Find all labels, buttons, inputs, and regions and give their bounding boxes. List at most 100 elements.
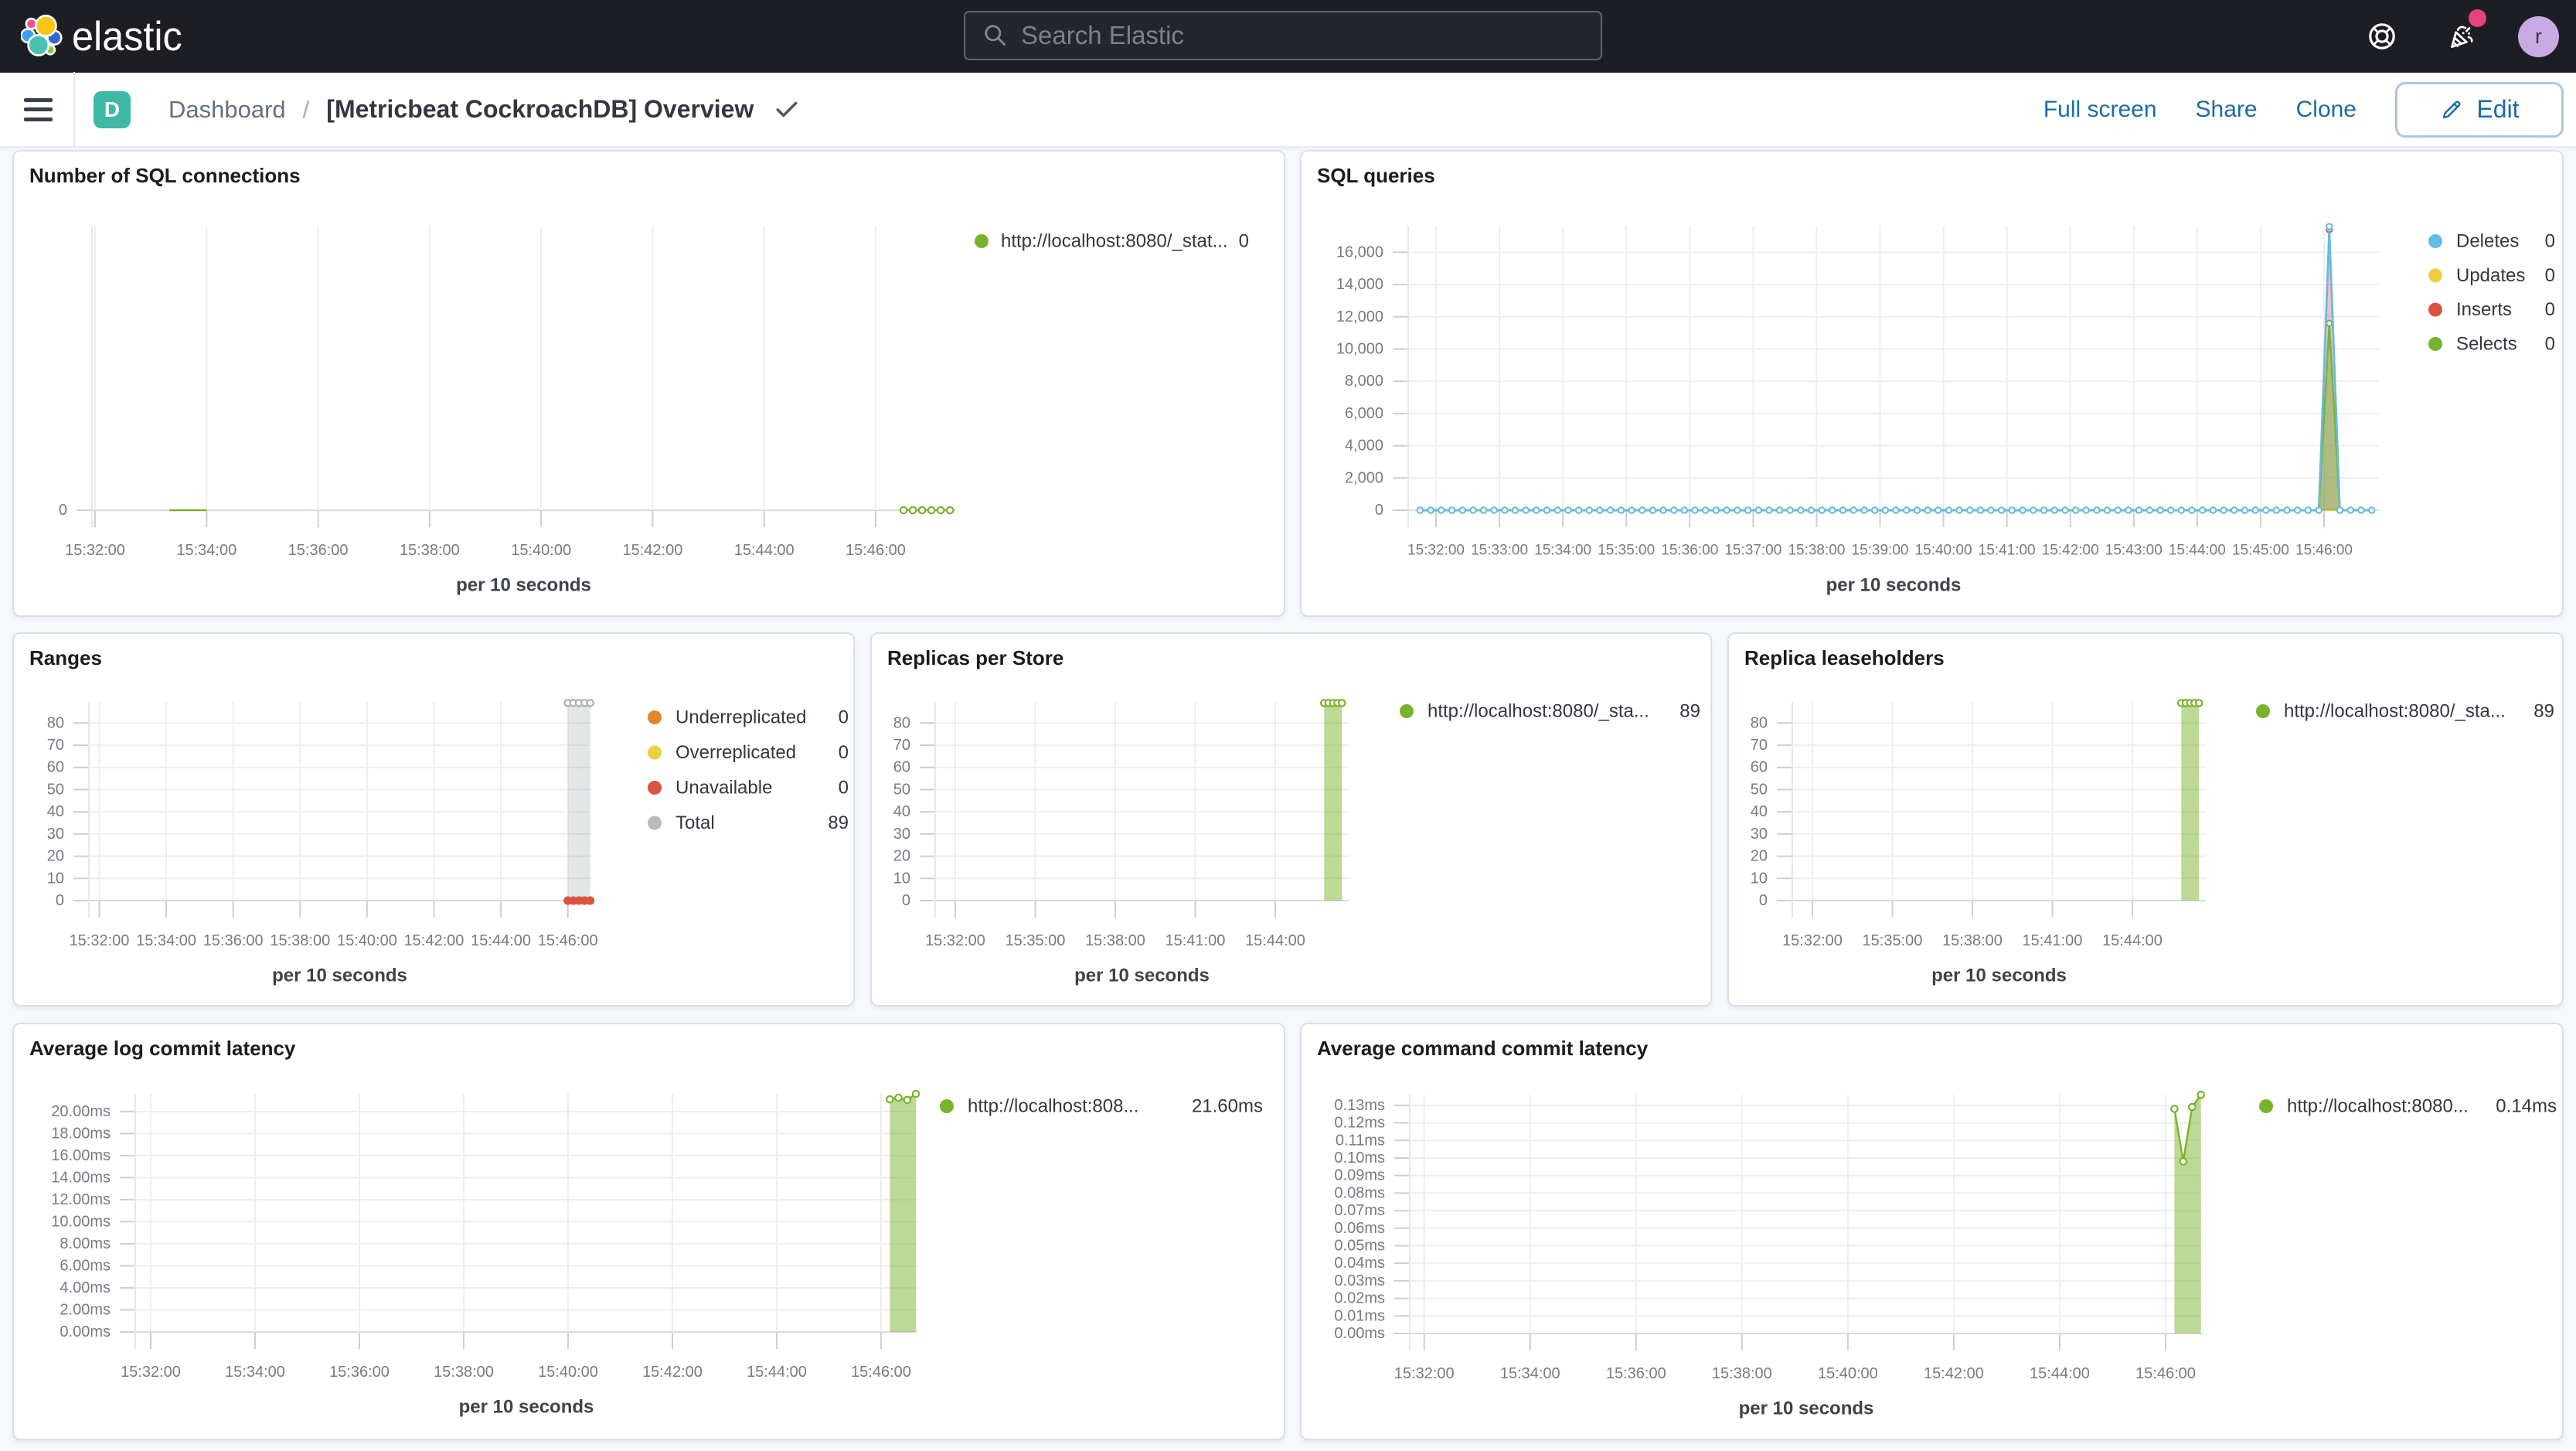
- clone-button[interactable]: Clone: [2295, 96, 2357, 122]
- breadcrumb-dashboard[interactable]: Dashboard: [168, 95, 286, 123]
- svg-text:15:40:00: 15:40:00: [1915, 543, 1972, 559]
- panel-title: Number of SQL connections: [29, 164, 301, 187]
- panel-title: Replica leaseholders: [1744, 646, 1945, 669]
- full-screen-button[interactable]: Full screen: [2043, 96, 2157, 122]
- search-input[interactable]: Search Elastic: [964, 11, 1602, 60]
- svg-text:10: 10: [893, 870, 910, 887]
- svg-text:0: 0: [902, 892, 910, 909]
- svg-text:40: 40: [1751, 803, 1768, 820]
- svg-text:15:32:00: 15:32:00: [925, 932, 985, 949]
- svg-text:15:40:00: 15:40:00: [538, 1364, 598, 1381]
- panel-title: Ranges: [29, 646, 102, 669]
- svg-text:80: 80: [893, 714, 910, 731]
- svg-text:0.02ms: 0.02ms: [1334, 1290, 1385, 1307]
- newsfeed-button[interactable]: [2444, 9, 2486, 53]
- svg-text:0: 0: [2545, 265, 2555, 286]
- chart-average-log-commit-latency[interactable]: 0.00ms 2.00ms 4.00ms 6.00ms 8.00ms 10.00ms 12.…: [14, 1024, 1287, 1442]
- svg-text:0.06ms: 0.06ms: [1334, 1220, 1385, 1237]
- svg-text:10: 10: [1751, 870, 1768, 887]
- svg-text:50: 50: [1751, 781, 1768, 798]
- svg-text:15:41:00: 15:41:00: [1165, 932, 1226, 949]
- svg-text:0.11ms: 0.11ms: [1336, 1132, 1385, 1149]
- svg-text:15:35:00: 15:35:00: [1006, 932, 1066, 949]
- svg-text:15:42:00: 15:42:00: [1924, 1365, 1984, 1382]
- party-popper-icon: [2451, 26, 2473, 49]
- svg-text:4.00ms: 4.00ms: [60, 1279, 111, 1296]
- dashboard-navbar: D Dashboard / [Metricbeat CockroachDB] O…: [0, 72, 2576, 148]
- svg-text:14.00ms: 14.00ms: [51, 1169, 111, 1186]
- svg-text:http://localhost:808...: http://localhost:808...: [968, 1096, 1138, 1117]
- svg-text:15:44:00: 15:44:00: [471, 932, 531, 949]
- svg-text:89: 89: [1679, 701, 1700, 722]
- menu-icon[interactable]: [24, 97, 53, 121]
- svg-text:20: 20: [47, 848, 64, 865]
- svg-text:15:44:00: 15:44:00: [2030, 1365, 2090, 1382]
- svg-text:0: 0: [1375, 502, 1383, 519]
- svg-text:15:46:00: 15:46:00: [851, 1364, 911, 1381]
- svg-text:0.05ms: 0.05ms: [1334, 1237, 1385, 1254]
- svg-text:15:36:00: 15:36:00: [203, 932, 264, 949]
- svg-text:Inserts: Inserts: [2456, 299, 2512, 320]
- chart-average-command-commit-latency[interactable]: 0.00ms0.01ms0.02ms0.03ms0.04ms0.05ms0.06…: [1302, 1024, 2565, 1442]
- chart-number-of-sql-connections[interactable]: 0 15:32:00 15:34:00 15:36:00 15:38:00 15:40:0…: [14, 152, 1287, 618]
- chart-sql-queries[interactable]: 0 2,000 4,000 6,000 8,000 10,000 12,000 14,000 1…: [1302, 152, 2565, 618]
- chart-replicas-per-store[interactable]: 0 10 20 30 40 50 60 70 80 15:32:00 15:35:00 15:38:0…: [872, 634, 1713, 1008]
- svg-text:10.00ms: 10.00ms: [51, 1213, 111, 1230]
- svg-text:15:44:00: 15:44:00: [734, 542, 795, 559]
- svg-text:15:37:00: 15:37:00: [1724, 543, 1781, 559]
- breadcrumb: Dashboard / [Metricbeat CockroachDB] Ove…: [168, 95, 800, 124]
- svg-text:15:33:00: 15:33:00: [1471, 543, 1528, 559]
- svg-text:per 10 seconds: per 10 seconds: [456, 575, 591, 596]
- svg-text:15:42:00: 15:42:00: [623, 542, 683, 559]
- svg-text:15:44:00: 15:44:00: [2169, 543, 2226, 559]
- svg-text:15:45:00: 15:45:00: [2232, 543, 2289, 559]
- svg-text:0.13ms: 0.13ms: [1334, 1097, 1385, 1114]
- svg-text:40: 40: [47, 803, 64, 820]
- svg-text:per 10 seconds: per 10 seconds: [1931, 966, 2067, 986]
- svg-text:per 10 seconds: per 10 seconds: [459, 1397, 594, 1418]
- svg-text:89: 89: [2533, 701, 2554, 722]
- edit-button[interactable]: Edit: [2395, 81, 2564, 138]
- svg-text:per 10 seconds: per 10 seconds: [1074, 966, 1210, 986]
- panel-number-of-sql-connections: Number of SQL connections 0 15:32:00 15:34…: [12, 150, 1285, 617]
- svg-text:per 10 seconds: per 10 seconds: [272, 966, 407, 986]
- svg-text:Overreplicated: Overreplicated: [675, 742, 796, 763]
- share-button[interactable]: Share: [2195, 96, 2258, 122]
- svg-text:18.00ms: 18.00ms: [51, 1125, 111, 1142]
- panel-sql-queries: SQL queries 0 2,000 4,000 6,000 8,000 10,000 1…: [1300, 150, 2564, 617]
- panel-average-log-commit-latency: Average log commit latency 0.00ms 2.00ms 4…: [12, 1023, 1285, 1440]
- svg-text:20: 20: [893, 848, 910, 865]
- svg-text:15:46:00: 15:46:00: [846, 542, 906, 559]
- svg-text:15:44:00: 15:44:00: [747, 1364, 807, 1381]
- svg-text:15:32:00: 15:32:00: [1407, 543, 1465, 559]
- svg-text:15:38:00: 15:38:00: [1942, 932, 2003, 949]
- check-icon[interactable]: [774, 97, 800, 123]
- panel-title: Replicas per Store: [887, 646, 1064, 669]
- svg-text:60: 60: [47, 759, 64, 776]
- svg-text:16.00ms: 16.00ms: [51, 1147, 111, 1164]
- svg-text:6.00ms: 6.00ms: [60, 1257, 111, 1274]
- svg-text:30: 30: [1751, 826, 1768, 843]
- svg-text:Total: Total: [675, 812, 715, 833]
- svg-text:2.00ms: 2.00ms: [60, 1301, 111, 1318]
- svg-text:0.01ms: 0.01ms: [1334, 1307, 1385, 1324]
- notification-dot: [2469, 9, 2486, 27]
- help-button[interactable]: [2365, 19, 2399, 53]
- chart-replica-leaseholders[interactable]: 0 10 20 30 40 50 60 70 80 15:32:00 15:35:00 15:38:0…: [1729, 634, 2565, 1008]
- user-avatar[interactable]: r: [2518, 15, 2559, 57]
- svg-text:60: 60: [893, 759, 910, 776]
- svg-text:0.00ms: 0.00ms: [1334, 1325, 1385, 1342]
- svg-text:14,000: 14,000: [1336, 276, 1383, 293]
- svg-text:15:40:00: 15:40:00: [337, 932, 397, 949]
- svg-text:20: 20: [1751, 848, 1768, 865]
- chart-ranges[interactable]: 0 10 20 30 40 50 60 70 80 15:32:00 15:34:00 15:36:0…: [14, 634, 856, 1008]
- edit-button-label: Edit: [2476, 95, 2520, 123]
- svg-text:15:32:00: 15:32:00: [1394, 1365, 1455, 1382]
- elastic-logo[interactable]: elastic: [21, 13, 188, 60]
- svg-text:0.12ms: 0.12ms: [1334, 1115, 1385, 1132]
- svg-text:15:44:00: 15:44:00: [1245, 932, 1305, 949]
- svg-text:40: 40: [893, 803, 910, 820]
- svg-text:15:46:00: 15:46:00: [538, 932, 598, 949]
- svg-text:15:35:00: 15:35:00: [1598, 543, 1655, 559]
- dashboard-badge[interactable]: D: [94, 90, 131, 128]
